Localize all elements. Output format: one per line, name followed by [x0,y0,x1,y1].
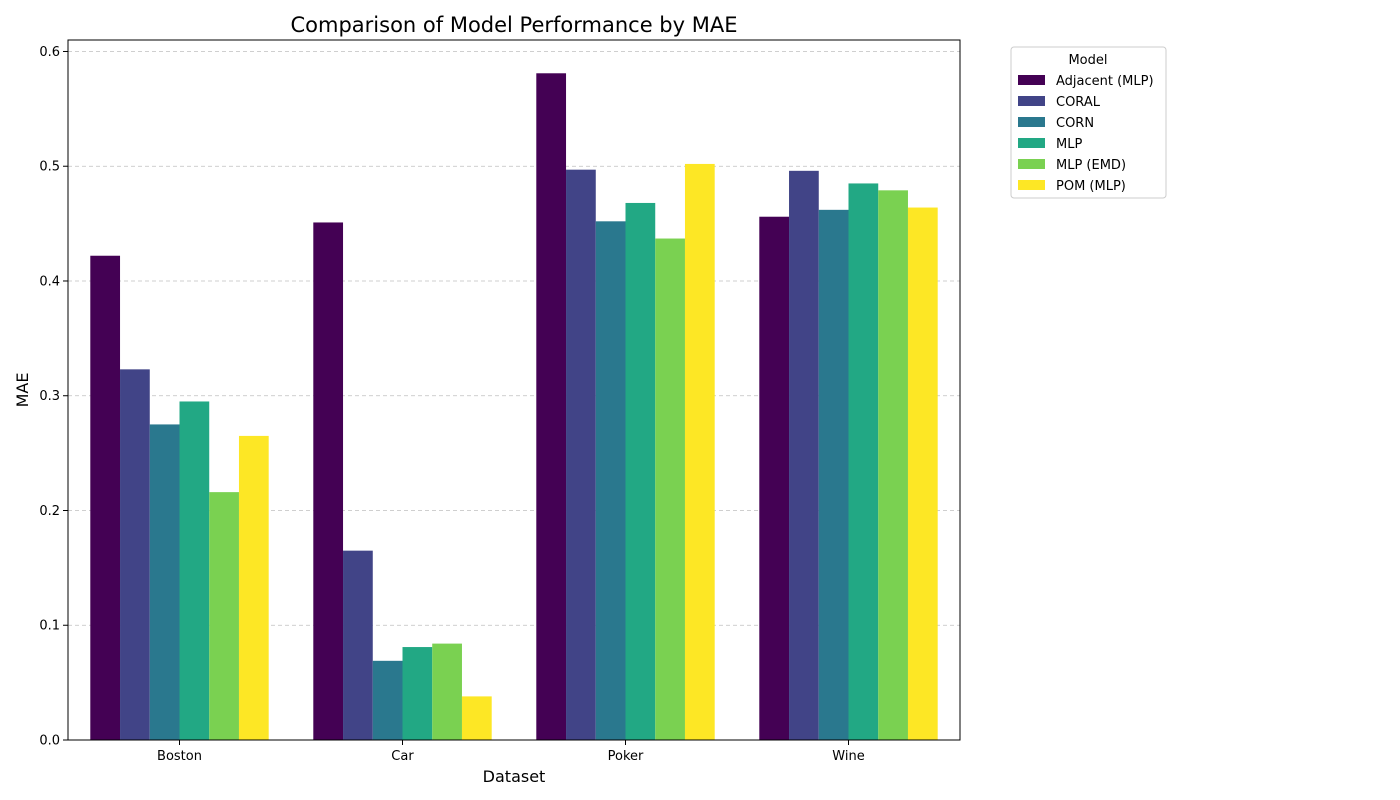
legend-swatch [1018,117,1045,127]
legend-swatch [1018,96,1045,106]
bar-wine-coral [789,170,819,740]
legend-box [1010,46,1167,199]
bar-car-pom-mlp [461,696,492,740]
legend-swatch [1018,159,1045,169]
bar-poker-adjacent-mlp [536,73,567,740]
legend-entry: POM (MLP) [1056,179,1126,194]
x-tick-label: Car [391,749,414,764]
bar-poker-corn [595,221,626,741]
bar-boston-coral [120,369,150,740]
chart-title: Comparison of Model Performance by MAE [291,13,738,37]
legend-entry: MLP (EMD) [1056,158,1126,173]
bar-boston-adjacent-mlp [90,255,121,740]
bar-car-adjacent-mlp [313,222,344,741]
x-tick-label: Poker [608,749,644,764]
y-axis: 0.0 0.1 0.2 0.3 0.4 0.5 0.6 [39,45,68,749]
y-axis-label: MAE [13,373,32,408]
legend-swatch [1018,180,1045,190]
plot-frame [67,39,961,741]
bar-car-corn [372,660,403,740]
x-axis-label: Dataset [483,767,546,786]
x-tick-label: Boston [157,749,202,764]
bar-poker-pom-mlp [684,163,715,740]
bar-wine-mlp [848,183,879,740]
y-tick-label: 0.0 [39,734,60,749]
bar-wine-adjacent-mlp [759,216,790,740]
y-tick-label: 0.3 [39,389,60,404]
bar-car-coral [343,550,373,740]
bar-boston-mlp-emd [209,492,239,740]
legend-entry: Adjacent (MLP) [1056,74,1154,89]
y-tick-label: 0.2 [39,504,60,519]
legend-swatch [1018,75,1045,85]
bar-car-mlp [402,647,433,740]
legend-entry: CORAL [1056,95,1101,110]
legend: Model Adjacent (MLP) CORAL CORN MLP MLP (EMD… [1010,46,1167,199]
bar-poker-coral [566,169,596,741]
bar-boston-pom-mlp [238,435,269,740]
bar-boston-corn [149,424,180,740]
legend-title: Model [1068,53,1107,68]
bar-boston-mlp [179,401,210,740]
y-tick-label: 0.1 [39,619,60,634]
legend-swatch [1018,138,1045,148]
legend-entry: MLP [1056,137,1082,152]
x-axis: Boston Car Poker Wine [157,740,865,764]
y-tick-label: 0.5 [39,160,60,175]
y-tick-label: 0.4 [39,274,60,289]
bar-poker-mlp-emd [655,238,685,740]
legend-entry: CORN [1056,116,1094,131]
bar-poker-mlp [625,202,656,741]
x-tick-label: Wine [832,749,864,764]
bar-wine-corn [818,209,849,740]
bar-car-mlp-emd [432,643,462,740]
y-tick-label: 0.6 [39,45,60,60]
bar-wine-pom-mlp [907,207,938,740]
bar-wine-mlp-emd [878,190,908,740]
bars [90,73,938,741]
